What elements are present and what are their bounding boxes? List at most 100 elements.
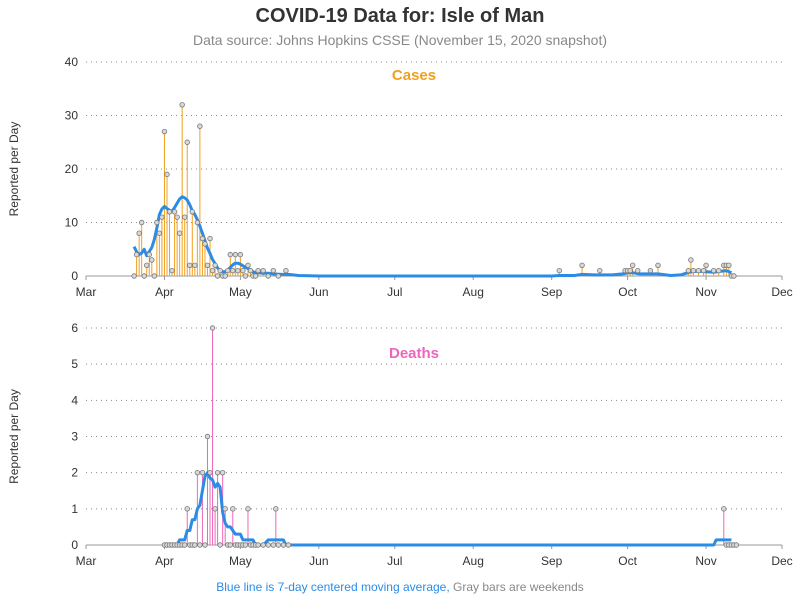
- cases-data-point: [247, 267, 254, 274]
- deaths-data-point: [209, 325, 216, 331]
- cases-data-point: [629, 262, 636, 268]
- deaths-data-point: [184, 506, 190, 512]
- deaths-data-point: [270, 542, 276, 548]
- deaths-ytick-label: 5: [71, 357, 78, 371]
- cases-xtick-label: Aug: [463, 285, 484, 299]
- deaths-data-point: [230, 506, 236, 512]
- cases-data-point: [212, 262, 218, 268]
- deaths-ytick-label: 4: [71, 393, 78, 407]
- cases-data-point: [202, 241, 208, 247]
- deaths-data-point: [214, 469, 221, 476]
- deaths-moving-average-line: [164, 471, 732, 547]
- cases-xtick-label: Mar: [76, 285, 97, 299]
- deaths-data-point: [721, 506, 727, 512]
- cases-data-point: [635, 267, 641, 274]
- deaths-ytick-label: 1: [71, 502, 78, 516]
- deaths-data-point: [194, 469, 201, 476]
- deaths-data-point: [207, 469, 213, 476]
- deaths-data-point: [182, 542, 188, 548]
- page-title: COVID-19 Data for: Isle of Man: [255, 5, 545, 27]
- cases-data-point: [169, 267, 175, 274]
- chart-footnote: Blue line is 7-day centered moving avera…: [0, 580, 800, 594]
- deaths-data-point: [227, 542, 233, 548]
- cases-data-point: [260, 267, 266, 274]
- cases-ytick-label: 30: [65, 109, 79, 123]
- cases-data-point: [192, 262, 198, 268]
- cases-ylabel: Reported per Day: [7, 122, 21, 217]
- cases-data-point: [207, 235, 213, 242]
- deaths-xtick-label: Apr: [155, 554, 174, 568]
- cases-data-point: [255, 267, 261, 274]
- cases-data-point: [187, 262, 193, 268]
- deaths-data-point: [255, 542, 261, 548]
- cases-panel: 0 10 20 30 40 Mar Apr May Jun Jul Aug Sep Oct Nov Dec R…: [7, 55, 793, 299]
- cases-data-point: [174, 214, 180, 220]
- cases-data-point: [690, 267, 697, 274]
- cases-data-point: [146, 251, 152, 258]
- deaths-data-point: [273, 506, 279, 512]
- cases-data-point: [166, 209, 173, 215]
- cases-title: Cases: [392, 67, 436, 84]
- cases-data-point: [688, 257, 694, 263]
- deaths-data-point: [260, 542, 266, 548]
- cases-data-point: [270, 267, 276, 274]
- cases-data-point: [597, 267, 603, 274]
- deaths-xtick-label: Jul: [387, 554, 402, 568]
- cases-xtick-label: Jul: [387, 285, 402, 299]
- cases-ytick-label: 40: [65, 55, 79, 69]
- deaths-data-point: [222, 506, 228, 512]
- deaths-xtick-label: Mar: [76, 554, 97, 568]
- footnote-weekends: Gray bars are weekends: [453, 580, 584, 594]
- cases-data-point: [156, 230, 163, 236]
- deaths-data-point: [197, 542, 203, 548]
- cases-data-point: [703, 262, 709, 268]
- cases-data-point: [235, 267, 241, 274]
- cases-ytick-label: 0: [71, 269, 78, 283]
- cases-data-point: [710, 267, 717, 274]
- deaths-xtick-label: Oct: [618, 554, 637, 568]
- deaths-data-point: [242, 542, 249, 548]
- deaths-data-point: [733, 542, 740, 548]
- cases-data-point: [217, 267, 223, 274]
- cases-data-point: [726, 262, 732, 268]
- cases-data-point: [245, 262, 251, 268]
- footnote-average: Blue line is 7-day centered moving avera…: [216, 580, 450, 594]
- cases-data-point: [700, 267, 707, 274]
- cases-xtick-label: May: [229, 285, 252, 299]
- cases-ytick-label: 10: [65, 216, 79, 230]
- deaths-data-point: [212, 506, 218, 512]
- cases-data-point: [222, 273, 228, 279]
- cases-data-point: [237, 251, 244, 258]
- cases-data-point: [171, 209, 178, 215]
- deaths-ylabel: Reported per Day: [7, 389, 21, 484]
- deaths-data-point: [280, 542, 287, 548]
- cases-data-point: [184, 139, 190, 145]
- deaths-ytick-label: 3: [71, 430, 78, 444]
- deaths-data-point: [217, 542, 223, 548]
- cases-data-point: [197, 123, 203, 129]
- cases-data-point: [154, 219, 160, 226]
- cases-data-point: [199, 235, 206, 242]
- cases-data-point: [685, 267, 692, 274]
- cases-data-point: [232, 251, 239, 258]
- cases-data-point: [164, 171, 170, 178]
- cases-data-point: [655, 262, 661, 268]
- page-subtitle: Data source: Johns Hopkins CSSE (Novembe…: [193, 32, 607, 48]
- cases-data-point: [194, 219, 201, 226]
- cases-data-point: [189, 209, 195, 215]
- deaths-data-point: [265, 542, 271, 548]
- cases-data-point: [179, 102, 185, 108]
- deaths-data-point: [199, 469, 206, 476]
- cases-data-point: [240, 267, 246, 274]
- cases-moving-average-line: [132, 195, 732, 278]
- cases-data-point: [144, 262, 150, 268]
- cases-data-point: [275, 273, 282, 279]
- cases-data-point: [209, 267, 216, 274]
- cases-data-point: [214, 273, 221, 279]
- cases-data-point: [647, 267, 654, 274]
- cases-xtick-label: Oct: [618, 285, 637, 299]
- cases-data-point: [242, 273, 249, 279]
- cases-data-point: [716, 267, 722, 274]
- cases-data-point: [151, 273, 158, 279]
- cases-data-point: [695, 267, 702, 274]
